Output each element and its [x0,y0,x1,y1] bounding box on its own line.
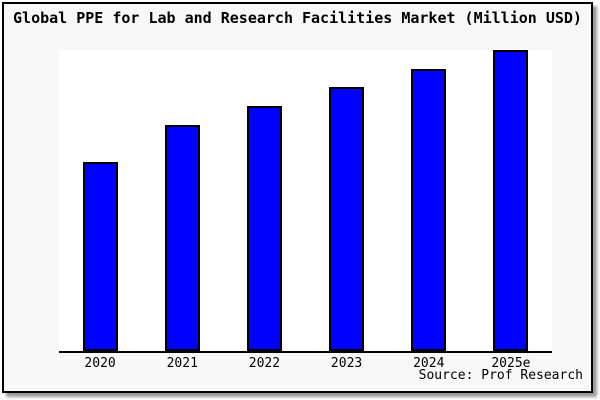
bar-2021 [164,125,200,351]
x-tick-label-2024: 2024 [413,356,445,371]
bar-2020 [82,162,118,351]
chart-title: Global PPE for Lab and Research Faciliti… [13,9,582,27]
bar-2025e [493,50,529,351]
plot-area [59,50,552,353]
chart-frame: Global PPE for Lab and Research Faciliti… [2,2,593,393]
x-axis-ticks: 2020 2021 2022 2023 2024 2025e [59,356,552,372]
source-text: Source: Prof Research [418,368,583,383]
x-tick-label-2025e: 2025e [491,356,531,371]
x-tick-label-2020: 2020 [84,356,116,371]
x-tick-label-2021: 2021 [166,356,198,371]
x-tick-label-2023: 2023 [330,356,363,371]
bar-2023 [329,87,365,351]
bar-2024 [411,69,447,351]
x-tick-label-2022: 2022 [248,356,281,371]
bar-2022 [246,106,282,351]
